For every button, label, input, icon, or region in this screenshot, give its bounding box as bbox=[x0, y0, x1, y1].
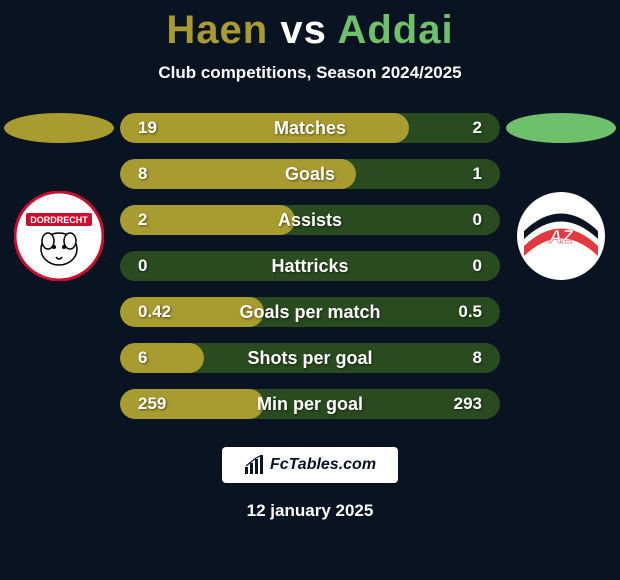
title-vs: vs bbox=[280, 8, 327, 52]
right-column: AZ bbox=[506, 113, 616, 281]
club-logo-left: DORDRECHT bbox=[14, 191, 104, 281]
title-player2: Addai bbox=[337, 8, 453, 52]
bar-left-value: 19 bbox=[120, 118, 210, 138]
bar-right-value: 2 bbox=[410, 118, 500, 138]
brand-text: FcTables.com bbox=[270, 456, 376, 474]
bar-label: Assists bbox=[210, 210, 410, 231]
club-badge-left: DORDRECHT bbox=[14, 191, 104, 281]
bar-left-value: 259 bbox=[120, 394, 210, 414]
bar-label: Goals bbox=[210, 164, 410, 185]
bar-right-value: 293 bbox=[410, 394, 500, 414]
title-player1: Haen bbox=[166, 8, 268, 52]
svg-text:DORDRECHT: DORDRECHT bbox=[30, 215, 88, 225]
bar-row: 6Shots per goal8 bbox=[120, 343, 500, 373]
brand-box: FcTables.com bbox=[222, 447, 398, 483]
bar-row: 259Min per goal293 bbox=[120, 389, 500, 419]
bar-label: Min per goal bbox=[210, 394, 410, 415]
date-label: 12 january 2025 bbox=[0, 501, 620, 521]
bar-right-value: 0 bbox=[410, 210, 500, 230]
bar-right-value: 1 bbox=[410, 164, 500, 184]
bar-left-value: 0.42 bbox=[120, 302, 210, 322]
bar-left-value: 6 bbox=[120, 348, 210, 368]
page-title: Haen vs Addai bbox=[0, 0, 620, 53]
bar-right-value: 0.5 bbox=[410, 302, 500, 322]
bar-label: Matches bbox=[210, 118, 410, 139]
bar-row: 2Assists0 bbox=[120, 205, 500, 235]
bar-row: 0.42Goals per match0.5 bbox=[120, 297, 500, 327]
bar-right-value: 8 bbox=[410, 348, 500, 368]
club-badge-right: AZ bbox=[516, 191, 606, 281]
left-column: DORDRECHT bbox=[4, 113, 114, 281]
bars-container: 19Matches28Goals12Assists00Hattricks00.4… bbox=[120, 113, 500, 419]
right-ellipse bbox=[506, 113, 616, 143]
bar-row: 8Goals1 bbox=[120, 159, 500, 189]
bar-right-value: 0 bbox=[410, 256, 500, 276]
bar-left-value: 2 bbox=[120, 210, 210, 230]
comparison-content: DORDRECHT AZ 19Matches28Goals12Assists00… bbox=[0, 113, 620, 419]
bar-left-value: 0 bbox=[120, 256, 210, 276]
bar-label: Goals per match bbox=[210, 302, 410, 323]
club-logo-right: AZ bbox=[516, 191, 606, 281]
chart-icon bbox=[244, 455, 264, 475]
svg-text:AZ: AZ bbox=[548, 227, 574, 247]
subtitle: Club competitions, Season 2024/2025 bbox=[0, 63, 620, 83]
bar-row: 0Hattricks0 bbox=[120, 251, 500, 281]
left-ellipse bbox=[4, 113, 114, 143]
bar-row: 19Matches2 bbox=[120, 113, 500, 143]
bar-label: Shots per goal bbox=[210, 348, 410, 369]
bar-left-value: 8 bbox=[120, 164, 210, 184]
bar-label: Hattricks bbox=[210, 256, 410, 277]
